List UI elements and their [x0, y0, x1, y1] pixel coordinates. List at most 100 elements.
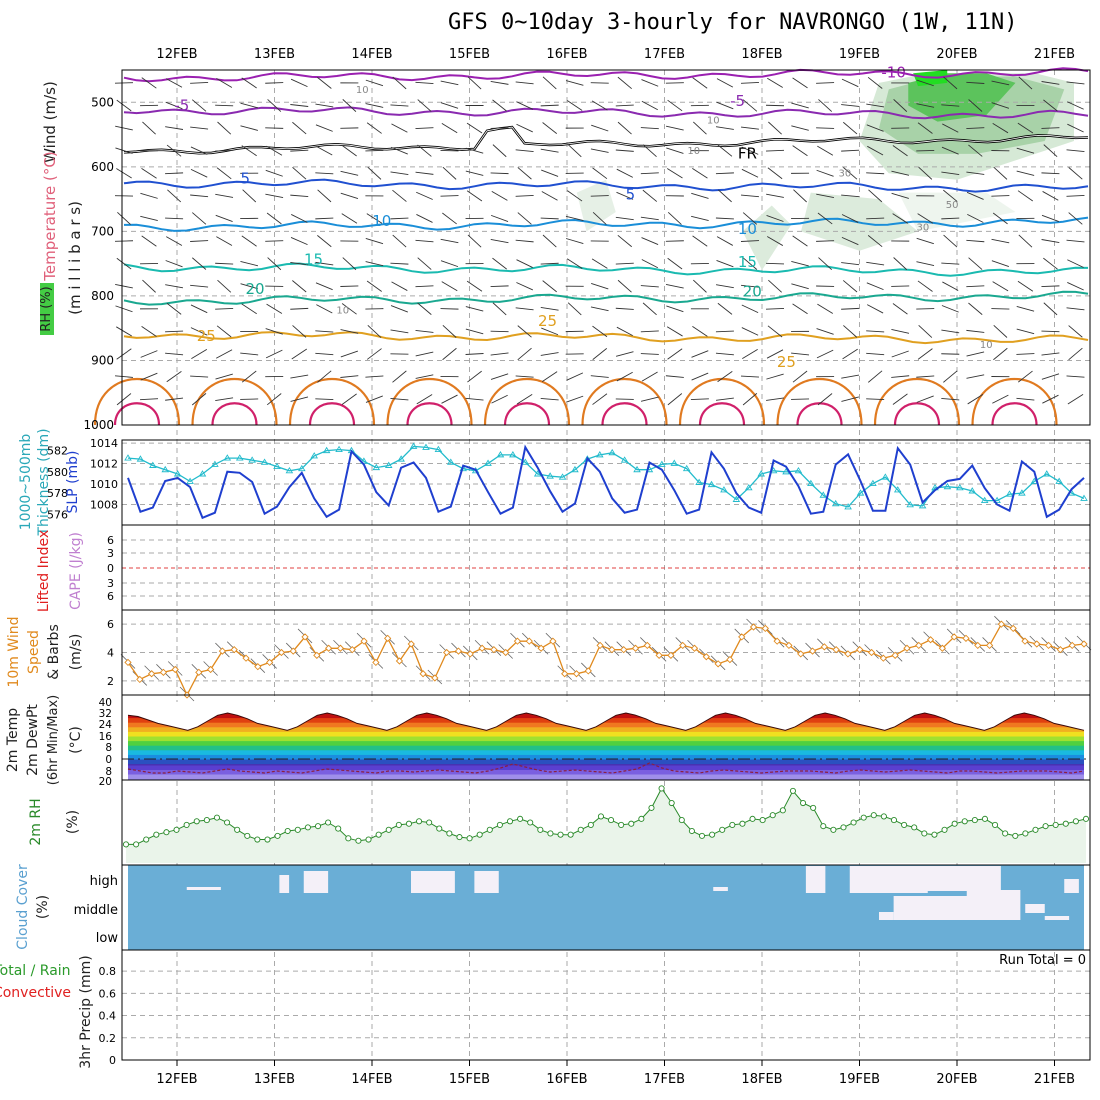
wind-barb	[517, 347, 532, 361]
wind-barb	[566, 372, 584, 381]
wind10-marker	[407, 640, 415, 648]
wind10-marker	[348, 646, 356, 654]
precip-tick-label: 0.6	[99, 987, 117, 1000]
wind-barb	[417, 257, 432, 270]
wind-barb	[891, 375, 910, 378]
rh2m-marker	[971, 817, 978, 824]
wind-barb	[391, 281, 408, 291]
rh2m-marker	[810, 804, 817, 811]
wind-barb	[241, 145, 257, 157]
thickness-marker	[447, 458, 455, 465]
rh2m-marker	[224, 819, 231, 826]
wind-barb	[515, 307, 534, 311]
wind-barb	[416, 394, 433, 405]
wind-barb	[742, 393, 758, 406]
wind-barb	[817, 212, 833, 225]
thickness-tick-label: 576	[47, 508, 68, 521]
rh2m-marker	[486, 826, 493, 833]
wind-barb	[540, 262, 559, 265]
wind-barb	[415, 127, 434, 129]
wind-barb	[1067, 123, 1084, 133]
wind-barb	[640, 172, 659, 175]
temperature-tick-label: 0	[105, 754, 112, 766]
wind-barb	[1041, 239, 1060, 244]
temperature-contour-label: 15	[304, 250, 323, 268]
wind-barb	[590, 375, 609, 378]
rh2m-marker	[921, 830, 928, 837]
wind-barb	[916, 149, 935, 152]
wind-barb	[517, 167, 532, 180]
wind-barb	[191, 348, 208, 360]
wind-barb	[991, 195, 1010, 197]
upper-axis-title-temperature: Temperature (°C)	[41, 151, 59, 281]
wind-barb	[241, 77, 257, 89]
wind-barb	[640, 396, 659, 402]
wind-barb	[541, 191, 558, 201]
wind-barb	[266, 145, 283, 156]
rh2m-marker	[719, 826, 726, 833]
wind-barb	[141, 326, 157, 337]
cloud-cover-white	[1064, 879, 1079, 893]
thickness-marker	[484, 459, 492, 466]
wind-barb	[415, 81, 434, 85]
rh2m-marker	[284, 827, 291, 835]
precip-tick-label: 0.4	[99, 1010, 117, 1023]
wind-barb	[315, 352, 334, 356]
wind-barb	[592, 325, 608, 338]
wind-barb	[665, 283, 684, 289]
wind-barb	[993, 324, 1008, 338]
wind10-marker	[443, 648, 451, 657]
wind-barb	[616, 371, 633, 382]
wind-barb	[242, 189, 257, 203]
wind-barb	[766, 373, 784, 380]
rh2m-marker	[385, 826, 392, 833]
pressure-tick-label: 800	[91, 289, 114, 303]
wind-barb	[140, 398, 159, 401]
temperature-contour	[123, 331, 1089, 345]
wind-barb	[715, 172, 734, 175]
rh-contour-label: 50	[946, 200, 959, 211]
wind-barb	[867, 145, 884, 156]
thickness-marker	[819, 491, 828, 498]
wind-barb	[116, 393, 132, 406]
thickness-marker	[124, 454, 132, 461]
wind-barb	[490, 352, 509, 356]
wind-barb	[1041, 352, 1060, 356]
boundary-layer-contour	[678, 378, 766, 426]
wind-barb	[166, 302, 182, 315]
wind-barb	[691, 192, 709, 199]
wind10-marker	[596, 641, 604, 650]
pressure-tick-label: 900	[91, 353, 114, 367]
wind-barb	[315, 330, 334, 333]
boundary-layer-contour	[971, 378, 1058, 426]
wind-barb	[1017, 190, 1034, 202]
boundary-layer-contour	[776, 378, 863, 426]
wind-barb	[365, 79, 384, 87]
rh2m-marker	[567, 831, 574, 838]
rh2m-marker	[456, 834, 463, 841]
panel-frame	[121, 69, 1091, 426]
thickness-marker	[335, 445, 343, 453]
wind10-marker	[384, 634, 392, 642]
wind-barb	[1041, 127, 1060, 129]
boundary-layer-contour	[503, 402, 551, 426]
day-label-bottom: 15FEB	[449, 1072, 490, 1087]
rh2m-area	[126, 788, 1086, 863]
rh2m-marker	[698, 832, 706, 839]
wind-barb	[140, 372, 158, 381]
wind-barb	[717, 144, 733, 157]
thickness-marker	[546, 472, 554, 479]
thickness-marker	[409, 442, 418, 449]
upper-axis-title-millibars: (m i l l i b a r s)	[66, 201, 84, 315]
wind-barb	[116, 326, 132, 337]
panel-frame	[121, 949, 1091, 1061]
wind-barb	[166, 144, 182, 157]
temperature-band	[128, 722, 1084, 728]
wind10-marker	[1009, 624, 1017, 633]
wind-barb	[292, 121, 307, 135]
wind-barb	[768, 279, 782, 293]
cloud-axis-title: Cloud Cover	[15, 864, 31, 950]
wind-barb	[891, 192, 909, 199]
rh2m-marker	[587, 821, 594, 828]
wind-barb	[566, 100, 583, 111]
